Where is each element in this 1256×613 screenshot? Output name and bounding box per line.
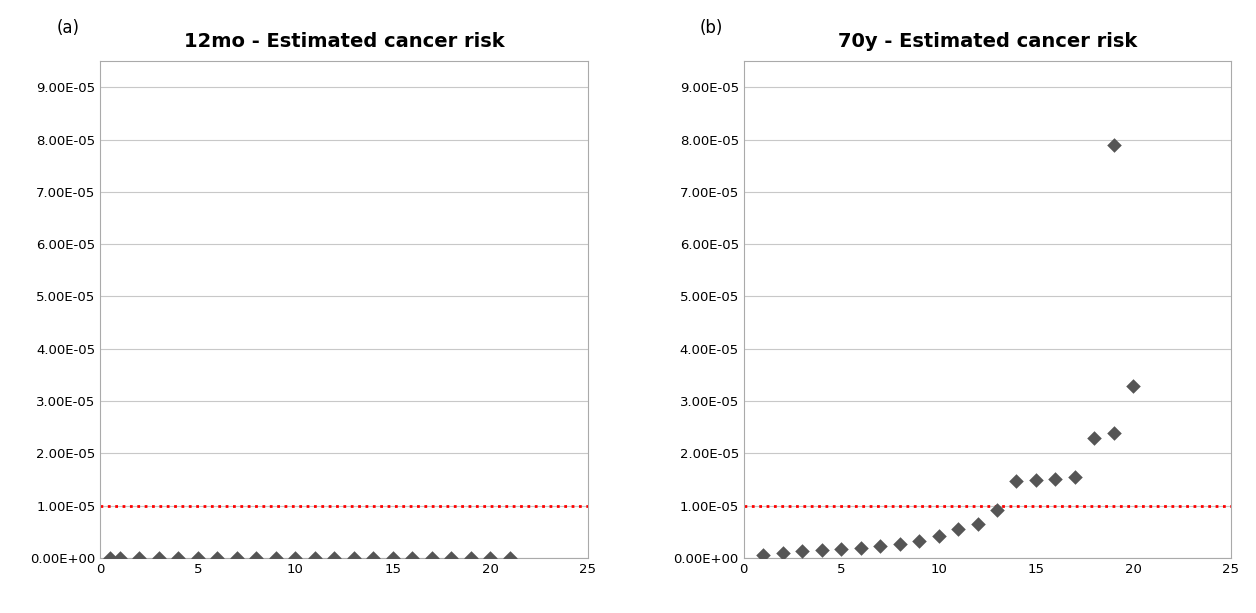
Point bbox=[402, 553, 422, 563]
Title: 70y - Estimated cancer risk: 70y - Estimated cancer risk bbox=[838, 32, 1137, 51]
Point bbox=[870, 541, 891, 551]
Point bbox=[889, 539, 909, 549]
Point bbox=[987, 505, 1007, 515]
Point bbox=[100, 553, 121, 563]
Point bbox=[1006, 476, 1026, 486]
Point bbox=[1104, 140, 1124, 150]
Point bbox=[831, 544, 852, 554]
Text: (a): (a) bbox=[57, 19, 79, 37]
Point bbox=[305, 553, 325, 563]
Point bbox=[928, 531, 948, 541]
Point bbox=[1026, 476, 1046, 485]
Point bbox=[129, 553, 149, 563]
Point bbox=[480, 553, 500, 563]
Point bbox=[266, 553, 286, 563]
Text: (b): (b) bbox=[700, 19, 723, 37]
Point bbox=[754, 550, 774, 560]
Point bbox=[1123, 381, 1143, 391]
Point bbox=[324, 553, 344, 563]
Point bbox=[285, 553, 305, 563]
Point bbox=[850, 544, 870, 554]
Title: 12mo - Estimated cancer risk: 12mo - Estimated cancer risk bbox=[183, 32, 505, 51]
Point bbox=[227, 553, 247, 563]
Point bbox=[207, 553, 227, 563]
Point bbox=[909, 536, 929, 546]
Point bbox=[1104, 428, 1124, 438]
Point bbox=[344, 553, 364, 563]
Point bbox=[111, 553, 131, 563]
Point bbox=[1045, 474, 1065, 484]
Point bbox=[188, 553, 208, 563]
Point bbox=[168, 553, 188, 563]
Point bbox=[948, 524, 968, 534]
Point bbox=[500, 553, 520, 563]
Point bbox=[383, 553, 403, 563]
Point bbox=[461, 553, 481, 563]
Point bbox=[1084, 433, 1104, 443]
Point bbox=[441, 553, 461, 563]
Point bbox=[1065, 472, 1085, 482]
Point bbox=[422, 553, 442, 563]
Point bbox=[772, 547, 793, 557]
Point bbox=[363, 553, 383, 563]
Point bbox=[793, 546, 813, 556]
Point bbox=[246, 553, 266, 563]
Point bbox=[967, 519, 987, 529]
Point bbox=[149, 553, 170, 563]
Point bbox=[811, 545, 831, 555]
